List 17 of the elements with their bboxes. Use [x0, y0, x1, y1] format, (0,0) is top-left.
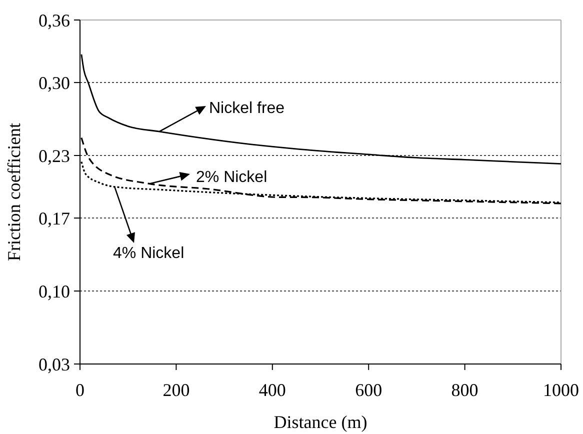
annotation: Nickel free: [209, 100, 285, 117]
y-tick-label: 0,36: [38, 10, 70, 30]
x-tick-label: 600: [355, 380, 382, 400]
y-axis-title: Friction coefficient: [4, 122, 24, 262]
x-tick-label: 800: [451, 380, 478, 400]
annotation: 4% Nickel: [113, 245, 184, 262]
annotation: 2% Nickel: [196, 169, 268, 186]
y-tick-label: 0,30: [38, 72, 70, 93]
y-tick-label: 0,10: [38, 281, 70, 302]
y-tick-label: 0,03: [38, 354, 70, 374]
x-tick-label: 1000: [543, 380, 579, 400]
y-tick-label: 0,17: [38, 208, 70, 228]
x-axis-title: Distance (m): [274, 412, 368, 432]
x-tick-label: 200: [162, 380, 190, 400]
y-tick-label: 0,23: [38, 146, 70, 166]
x-tick-label: 400: [258, 380, 286, 400]
x-tick-label: 0: [76, 380, 84, 400]
